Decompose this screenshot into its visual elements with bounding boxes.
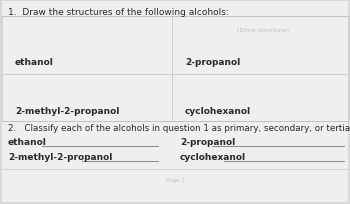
Text: 2-methyl-2-propanol: 2-methyl-2-propanol [8, 152, 112, 161]
Text: ethanol: ethanol [15, 58, 54, 67]
FancyBboxPatch shape [2, 17, 172, 75]
Text: 2-methyl-2-propanol: 2-methyl-2-propanol [15, 106, 119, 115]
Text: cyclohexanol: cyclohexanol [180, 152, 246, 161]
Text: ethanol: ethanol [8, 137, 47, 146]
FancyBboxPatch shape [2, 2, 348, 202]
Text: 2.   Classify each of the alcohols in question 1 as primary, secondary, or terti: 2. Classify each of the alcohols in ques… [8, 123, 350, 132]
FancyBboxPatch shape [172, 75, 348, 121]
Text: (Draw structure): (Draw structure) [237, 28, 289, 33]
Text: 1.  Draw the structures of the following alcohols:: 1. Draw the structures of the following … [8, 8, 229, 17]
FancyBboxPatch shape [172, 17, 348, 75]
Text: cyclohexanol: cyclohexanol [185, 106, 251, 115]
FancyBboxPatch shape [2, 75, 172, 121]
Text: 2-propanol: 2-propanol [185, 58, 240, 67]
Text: Page 1: Page 1 [166, 177, 184, 182]
Text: 2-propanol: 2-propanol [180, 137, 235, 146]
